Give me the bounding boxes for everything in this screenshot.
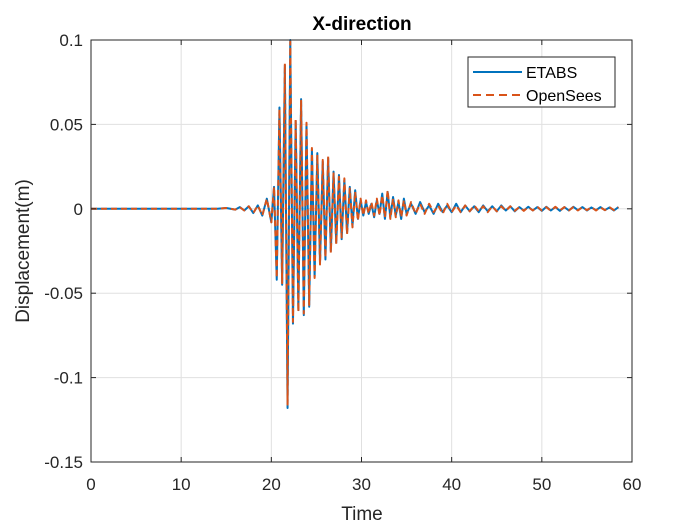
x-axis-label: Time <box>341 504 383 525</box>
legend-box <box>467 56 616 108</box>
x-tick-label: 30 <box>352 475 371 494</box>
y-tick-label: 0 <box>74 200 83 219</box>
legend: ETABS OpenSees <box>467 56 616 108</box>
tick-labels: 0 10 20 30 40 50 60 -0.15 -0.1 -0.05 0 0.05 0.1 <box>44 31 641 494</box>
x-tick-label: 10 <box>172 475 191 494</box>
y-tick-label: -0.15 <box>44 453 83 472</box>
x-tick-label: 60 <box>623 475 642 494</box>
y-tick-label: 0.1 <box>59 31 83 50</box>
series-line-opensees <box>91 40 620 406</box>
x-tick-label: 40 <box>442 475 461 494</box>
series-layer <box>91 39 620 409</box>
legend-label-etabs: ETABS <box>526 65 577 82</box>
y-axis-label: Displacement(m) <box>13 179 34 323</box>
y-tick-label: -0.1 <box>54 369 83 388</box>
legend-label-opensees: OpenSees <box>526 88 602 105</box>
x-tick-label: 20 <box>262 475 281 494</box>
axis-ticks <box>90 39 633 463</box>
chart-title: X-direction <box>312 14 411 35</box>
y-tick-label: -0.05 <box>44 284 83 303</box>
x-tick-label: 0 <box>86 475 95 494</box>
y-tick-label: 0.05 <box>50 115 83 134</box>
x-tick-label: 50 <box>532 475 551 494</box>
